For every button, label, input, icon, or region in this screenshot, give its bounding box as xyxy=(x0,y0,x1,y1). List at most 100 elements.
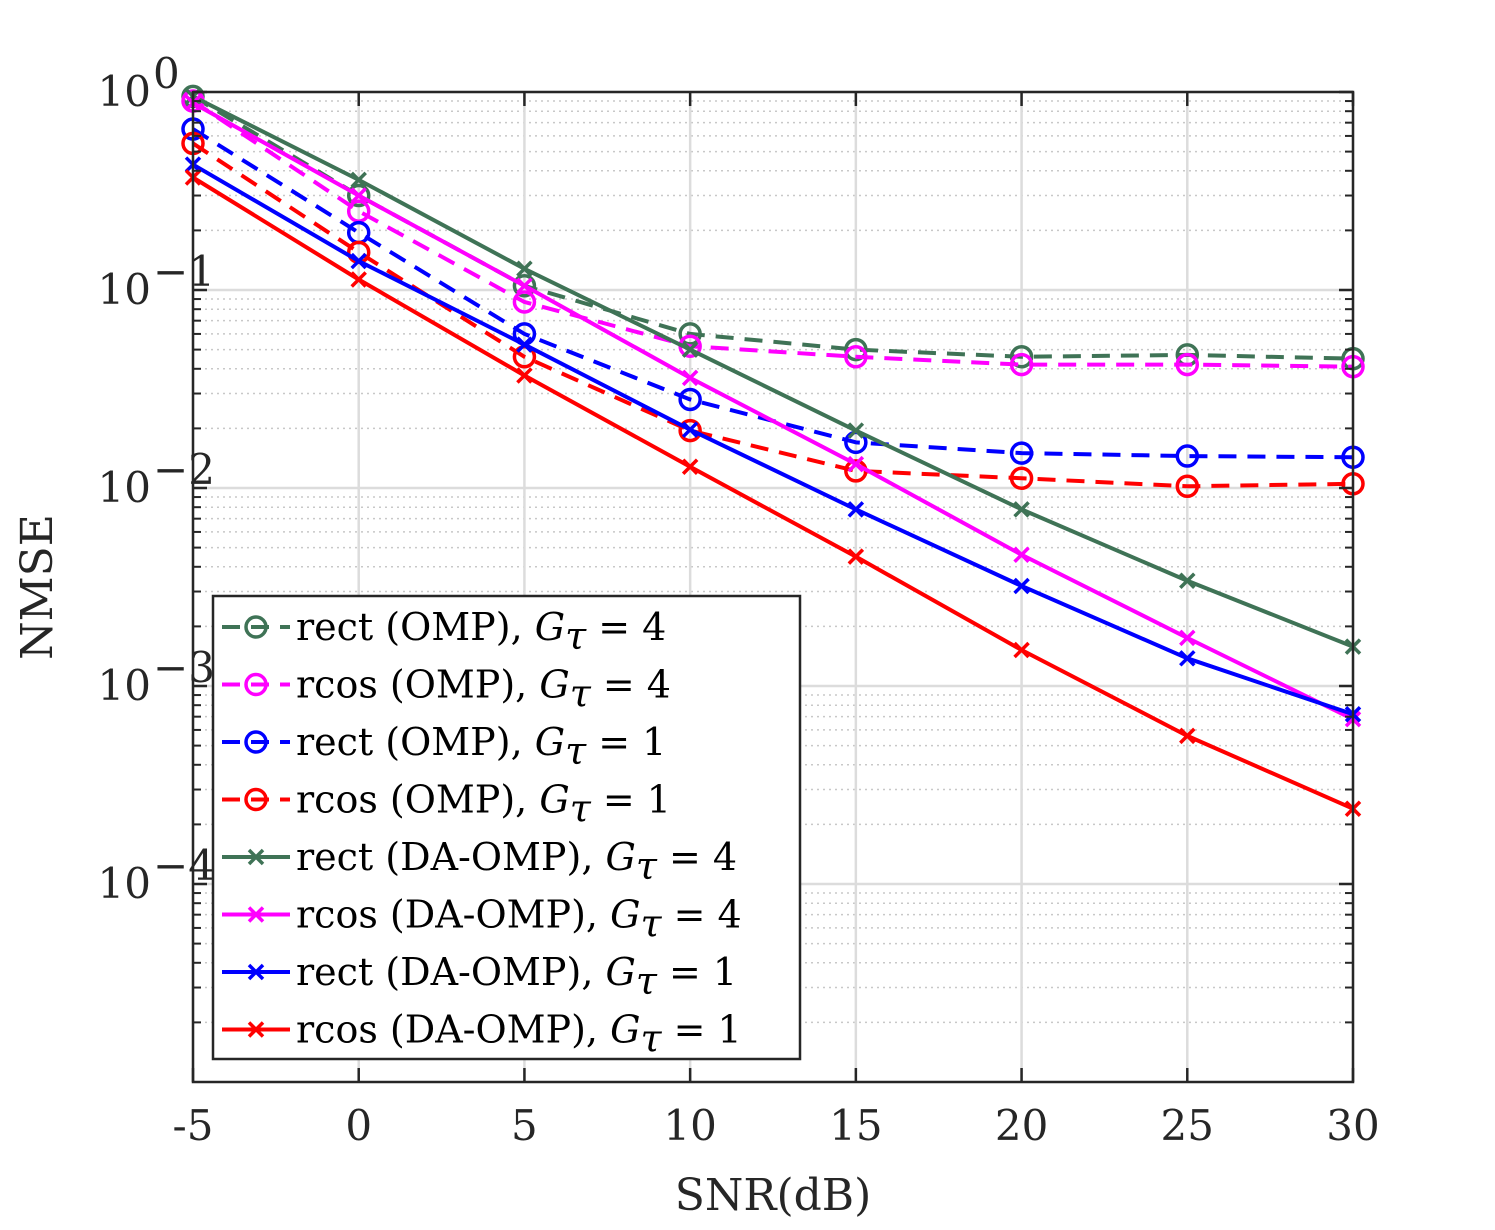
series-line xyxy=(191,175,1354,811)
x-tick-label: 10 xyxy=(663,1101,716,1150)
legend-entry-5: rect (DA-OMP), Gτ = 4 xyxy=(222,835,737,888)
series-line xyxy=(192,94,1354,649)
legend-box xyxy=(211,594,802,1061)
y-tick-exponent: −4 xyxy=(153,841,215,890)
plot-frame xyxy=(191,90,1355,1084)
data-point xyxy=(350,252,367,270)
legend-marker xyxy=(244,672,268,697)
ticks-layer xyxy=(191,90,1355,1082)
legend-label: rcos (OMP), Gτ = 4 xyxy=(296,663,671,716)
series-8 xyxy=(184,169,1362,817)
legend-marker xyxy=(244,730,268,754)
y-tick-label: 10 xyxy=(98,463,151,512)
legend-entry-7: rect (DA-OMP), Gτ = 1 xyxy=(222,950,737,1003)
legend-label: rcos (DA-OMP), Gτ = 1 xyxy=(296,1008,742,1061)
y-tick-exponent: −2 xyxy=(153,445,215,494)
series-layer xyxy=(181,84,1365,817)
y-tick-exponent: 0 xyxy=(153,49,180,98)
data-point xyxy=(1009,441,1034,465)
series-line xyxy=(191,94,1354,361)
legend-marker xyxy=(247,1021,265,1038)
data-point xyxy=(1175,474,1200,499)
data-point xyxy=(1013,641,1030,659)
y-tick-label: 10 xyxy=(98,265,151,314)
data-point xyxy=(516,336,533,353)
y-tick-label: 10 xyxy=(98,859,151,908)
data-point xyxy=(516,260,533,278)
data-point xyxy=(1009,345,1034,369)
data-point xyxy=(516,367,533,384)
legend-marker xyxy=(244,615,268,639)
legend-label: rcos (OMP), Gτ = 1 xyxy=(296,778,671,831)
data-point xyxy=(1179,727,1196,745)
data-point xyxy=(681,458,699,476)
data-point xyxy=(350,271,367,288)
legend-marker xyxy=(244,787,268,812)
x-tick-label: 20 xyxy=(995,1101,1048,1150)
y-axis-label: NMSE xyxy=(12,514,63,660)
x-tick-labels: -5 0 5 10 15 20 25 30 xyxy=(173,1101,1380,1150)
legend-entry-1: rect (OMP), Gτ = 4 xyxy=(222,605,666,658)
data-point xyxy=(678,387,702,412)
series-line xyxy=(192,101,1354,721)
legend-entry-2: rcos (OMP), Gτ = 4 xyxy=(222,663,671,716)
legend-label: rect (OMP), Gτ = 4 xyxy=(296,605,666,658)
data-point xyxy=(1013,546,1030,564)
data-point xyxy=(847,455,865,473)
legend-label: rect (DA-OMP), Gτ = 4 xyxy=(296,835,737,888)
series-line xyxy=(191,141,1354,489)
data-point xyxy=(681,341,699,358)
series-line xyxy=(191,162,1354,717)
data-point xyxy=(1009,466,1034,491)
y-tick-label: 10 xyxy=(98,67,151,116)
legend-entry-4: rcos (OMP), Gτ = 1 xyxy=(222,778,671,831)
data-point xyxy=(346,183,371,208)
legend-label: rect (OMP), Gτ = 1 xyxy=(296,720,666,773)
series-5 xyxy=(184,88,1362,655)
data-point xyxy=(1179,572,1196,590)
data-point xyxy=(1009,352,1034,377)
legend-entry-3: rect (OMP), Gτ = 1 xyxy=(222,720,666,773)
data-point xyxy=(350,187,367,204)
data-point xyxy=(512,274,537,298)
legend-marker xyxy=(247,963,265,981)
x-axis-label: SNR(dB) xyxy=(675,1170,872,1221)
series-line xyxy=(191,99,1354,369)
x-tick-label: 0 xyxy=(345,1101,372,1150)
legend-label: rect (DA-OMP), Gτ = 1 xyxy=(296,950,737,1003)
data-point xyxy=(516,277,533,295)
data-point xyxy=(847,548,865,565)
data-point xyxy=(681,369,699,387)
legend-entry-8: rcos (DA-OMP), Gτ = 1 xyxy=(222,1008,742,1061)
x-tick-label: 25 xyxy=(1161,1101,1214,1150)
x-tick-label: 30 xyxy=(1326,1101,1379,1150)
data-point xyxy=(678,322,702,346)
data-point xyxy=(847,501,865,518)
data-point xyxy=(350,171,367,189)
data-point xyxy=(1179,629,1196,647)
y-tick-label: 10 xyxy=(98,661,151,710)
x-tick-label: 5 xyxy=(511,1101,538,1150)
data-point xyxy=(1013,577,1030,595)
data-point xyxy=(847,422,865,439)
data-point xyxy=(1179,650,1196,667)
legend-marker xyxy=(247,848,265,866)
x-tick-label: 15 xyxy=(829,1101,882,1150)
data-point xyxy=(844,345,868,369)
y-tick-exponent: −3 xyxy=(153,643,215,692)
data-point xyxy=(844,337,868,362)
y-tick-exponent: −1 xyxy=(153,247,215,296)
data-point xyxy=(512,290,537,314)
legend-entry-6: rcos (DA-OMP), Gτ = 4 xyxy=(222,893,742,946)
data-point xyxy=(1175,352,1200,377)
x-tick-label: -5 xyxy=(173,1101,214,1150)
legend-marker xyxy=(247,906,265,923)
legend-label: rcos (DA-OMP), Gτ = 4 xyxy=(296,893,742,946)
data-point xyxy=(1175,444,1200,468)
data-point xyxy=(678,418,702,443)
data-point xyxy=(681,421,699,438)
data-point xyxy=(1013,501,1030,518)
